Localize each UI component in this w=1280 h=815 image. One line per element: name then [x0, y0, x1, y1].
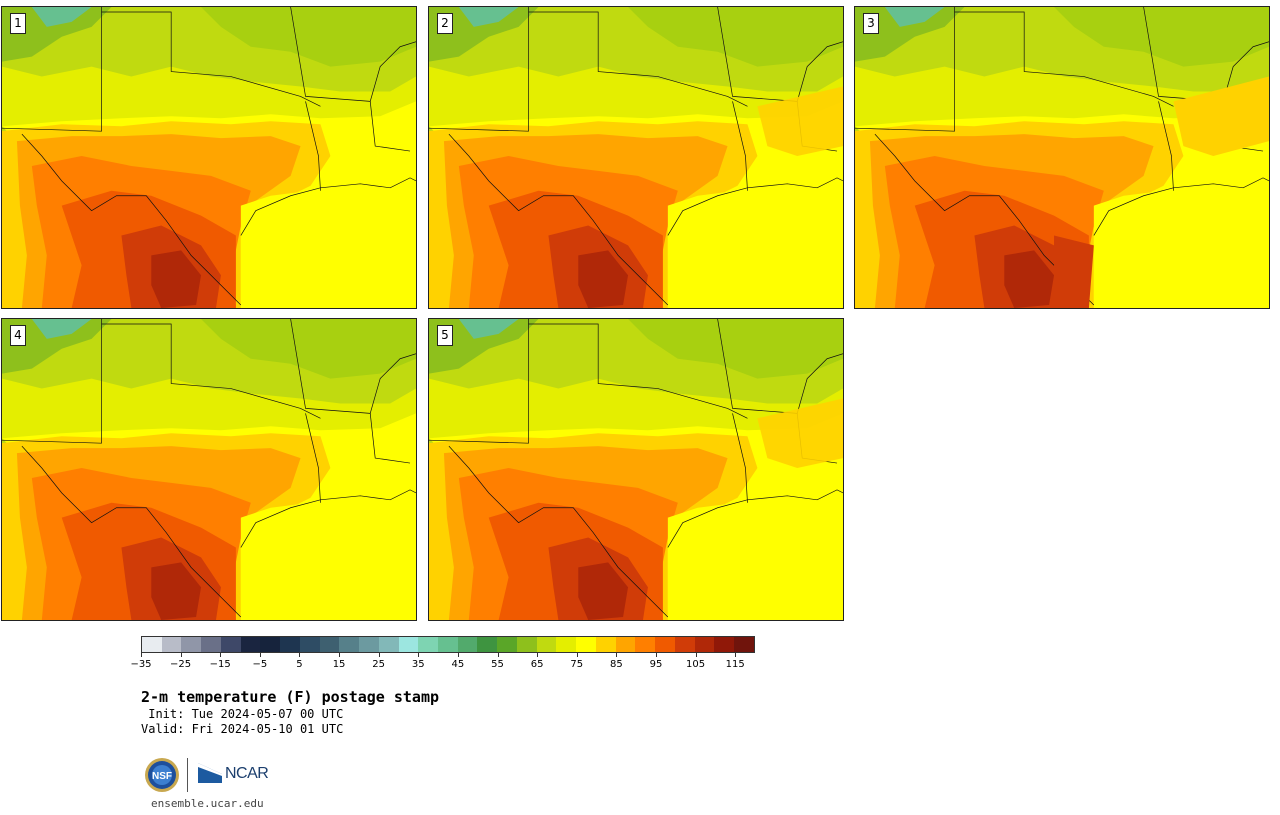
colorbar-segment	[398, 637, 419, 652]
panel-label: 1	[10, 13, 26, 34]
colorbar-segment	[280, 637, 300, 652]
colorbar-tick-label: 75	[570, 659, 584, 670]
colorbar-tick-label: −15	[209, 659, 231, 670]
colorbar-segment	[576, 637, 596, 652]
colorbar-segment	[339, 637, 360, 652]
colorbar-segment	[674, 637, 695, 652]
colorbar-segment	[615, 637, 636, 652]
colorbar-tick	[616, 653, 618, 657]
temperature-map	[429, 319, 843, 620]
colorbar-tick	[299, 653, 301, 657]
colorbar-segment	[556, 637, 577, 652]
colorbar-segment	[635, 637, 656, 652]
colorbar-segment	[201, 637, 221, 652]
colorbar-segment	[378, 637, 399, 652]
colorbar-segment	[220, 637, 241, 652]
panel-label: 4	[10, 325, 26, 346]
map-panel-3: 3	[854, 6, 1270, 309]
colorbar-segment	[260, 637, 281, 652]
colorbar-segment	[536, 637, 557, 652]
colorbar-segment	[457, 637, 478, 652]
colorbar-segment	[516, 637, 537, 652]
colorbar-tick-label: 55	[491, 659, 504, 670]
map-title: 2-m temperature (F) postage stamp	[141, 688, 440, 706]
colorbar-tick	[180, 653, 182, 657]
colorbar-segment	[299, 637, 320, 652]
colorbar-tick	[537, 653, 539, 657]
colorbar-tick-label: 5	[296, 659, 303, 670]
colorbar-segment	[438, 637, 458, 652]
temperature-map	[429, 7, 843, 308]
colorbar-tick	[339, 653, 341, 657]
colorbar-tick	[457, 653, 459, 657]
colorbar-segment	[655, 637, 675, 652]
map-panel-5: 5	[428, 318, 844, 621]
colorbar-tick-label: 105	[686, 659, 706, 670]
colorbar-tick	[497, 653, 499, 657]
colorbar-tick	[735, 653, 737, 657]
colorbar-tick	[378, 653, 380, 657]
colorbar-segment	[694, 637, 715, 652]
colorbar-segment	[181, 637, 202, 652]
colorbar-tick-label: 65	[530, 659, 544, 670]
colorbar-segment	[418, 637, 439, 652]
nsf-logo-icon: NSF	[145, 758, 179, 792]
valid-time: Valid: Fri 2024-05-10 01 UTC	[141, 722, 344, 736]
colorbar-tick-label: −5	[252, 659, 268, 670]
colorbar-tick	[695, 653, 697, 657]
map-panel-1: 1	[1, 6, 417, 309]
colorbar-ticks: −35 −25 −15 −5 5 15 25 35 45 55 65 75 85 95 105 115	[130, 653, 755, 673]
temperature-map	[2, 7, 416, 308]
colorbar-segment	[161, 637, 182, 652]
colorbar-segment	[477, 637, 498, 652]
colorbar-tick-label: 35	[411, 659, 425, 670]
nsf-text: NSF	[152, 771, 172, 782]
colorbar-segment	[359, 637, 379, 652]
panel-label: 5	[437, 325, 453, 346]
site-url: ensemble.ucar.edu	[151, 797, 264, 810]
colorbar-tick	[259, 653, 261, 657]
colorbar-tick-label: 115	[725, 659, 745, 670]
colorbar-tick-label: 45	[451, 659, 465, 670]
temperature-map	[855, 7, 1269, 308]
colorbar-tick	[418, 653, 420, 657]
colorbar-tick	[576, 653, 578, 657]
colorbar-segment	[319, 637, 340, 652]
logo-divider	[187, 758, 188, 792]
colorbar-segment	[240, 637, 261, 652]
map-panel-4: 4	[1, 318, 417, 621]
colorbar-segment	[142, 637, 162, 652]
ncar-logo-text: NCAR	[225, 765, 269, 782]
colorbar-tick-label: 95	[649, 659, 663, 670]
colorbar-tick-label: 15	[332, 659, 346, 670]
colorbar-segment	[595, 637, 616, 652]
colorbar-tick-label: 25	[372, 659, 386, 670]
colorbar-segment	[714, 637, 735, 652]
panel-label: 2	[437, 13, 453, 34]
colorbar-tick-label: −35	[130, 659, 152, 670]
colorbar-segment	[734, 637, 754, 652]
colorbar-tick-label: 85	[609, 659, 623, 670]
map-panel-2: 2	[428, 6, 844, 309]
colorbar-tick	[141, 653, 142, 657]
ncar-logo-icon	[198, 763, 222, 783]
colorbar	[141, 636, 755, 653]
colorbar-tick	[655, 653, 657, 657]
colorbar-segment	[497, 637, 517, 652]
temperature-map	[2, 319, 416, 620]
init-time: Init: Tue 2024-05-07 00 UTC	[141, 707, 344, 721]
colorbar-tick	[220, 653, 222, 657]
panel-label: 3	[863, 13, 879, 34]
colorbar-tick-label: −25	[170, 659, 192, 670]
